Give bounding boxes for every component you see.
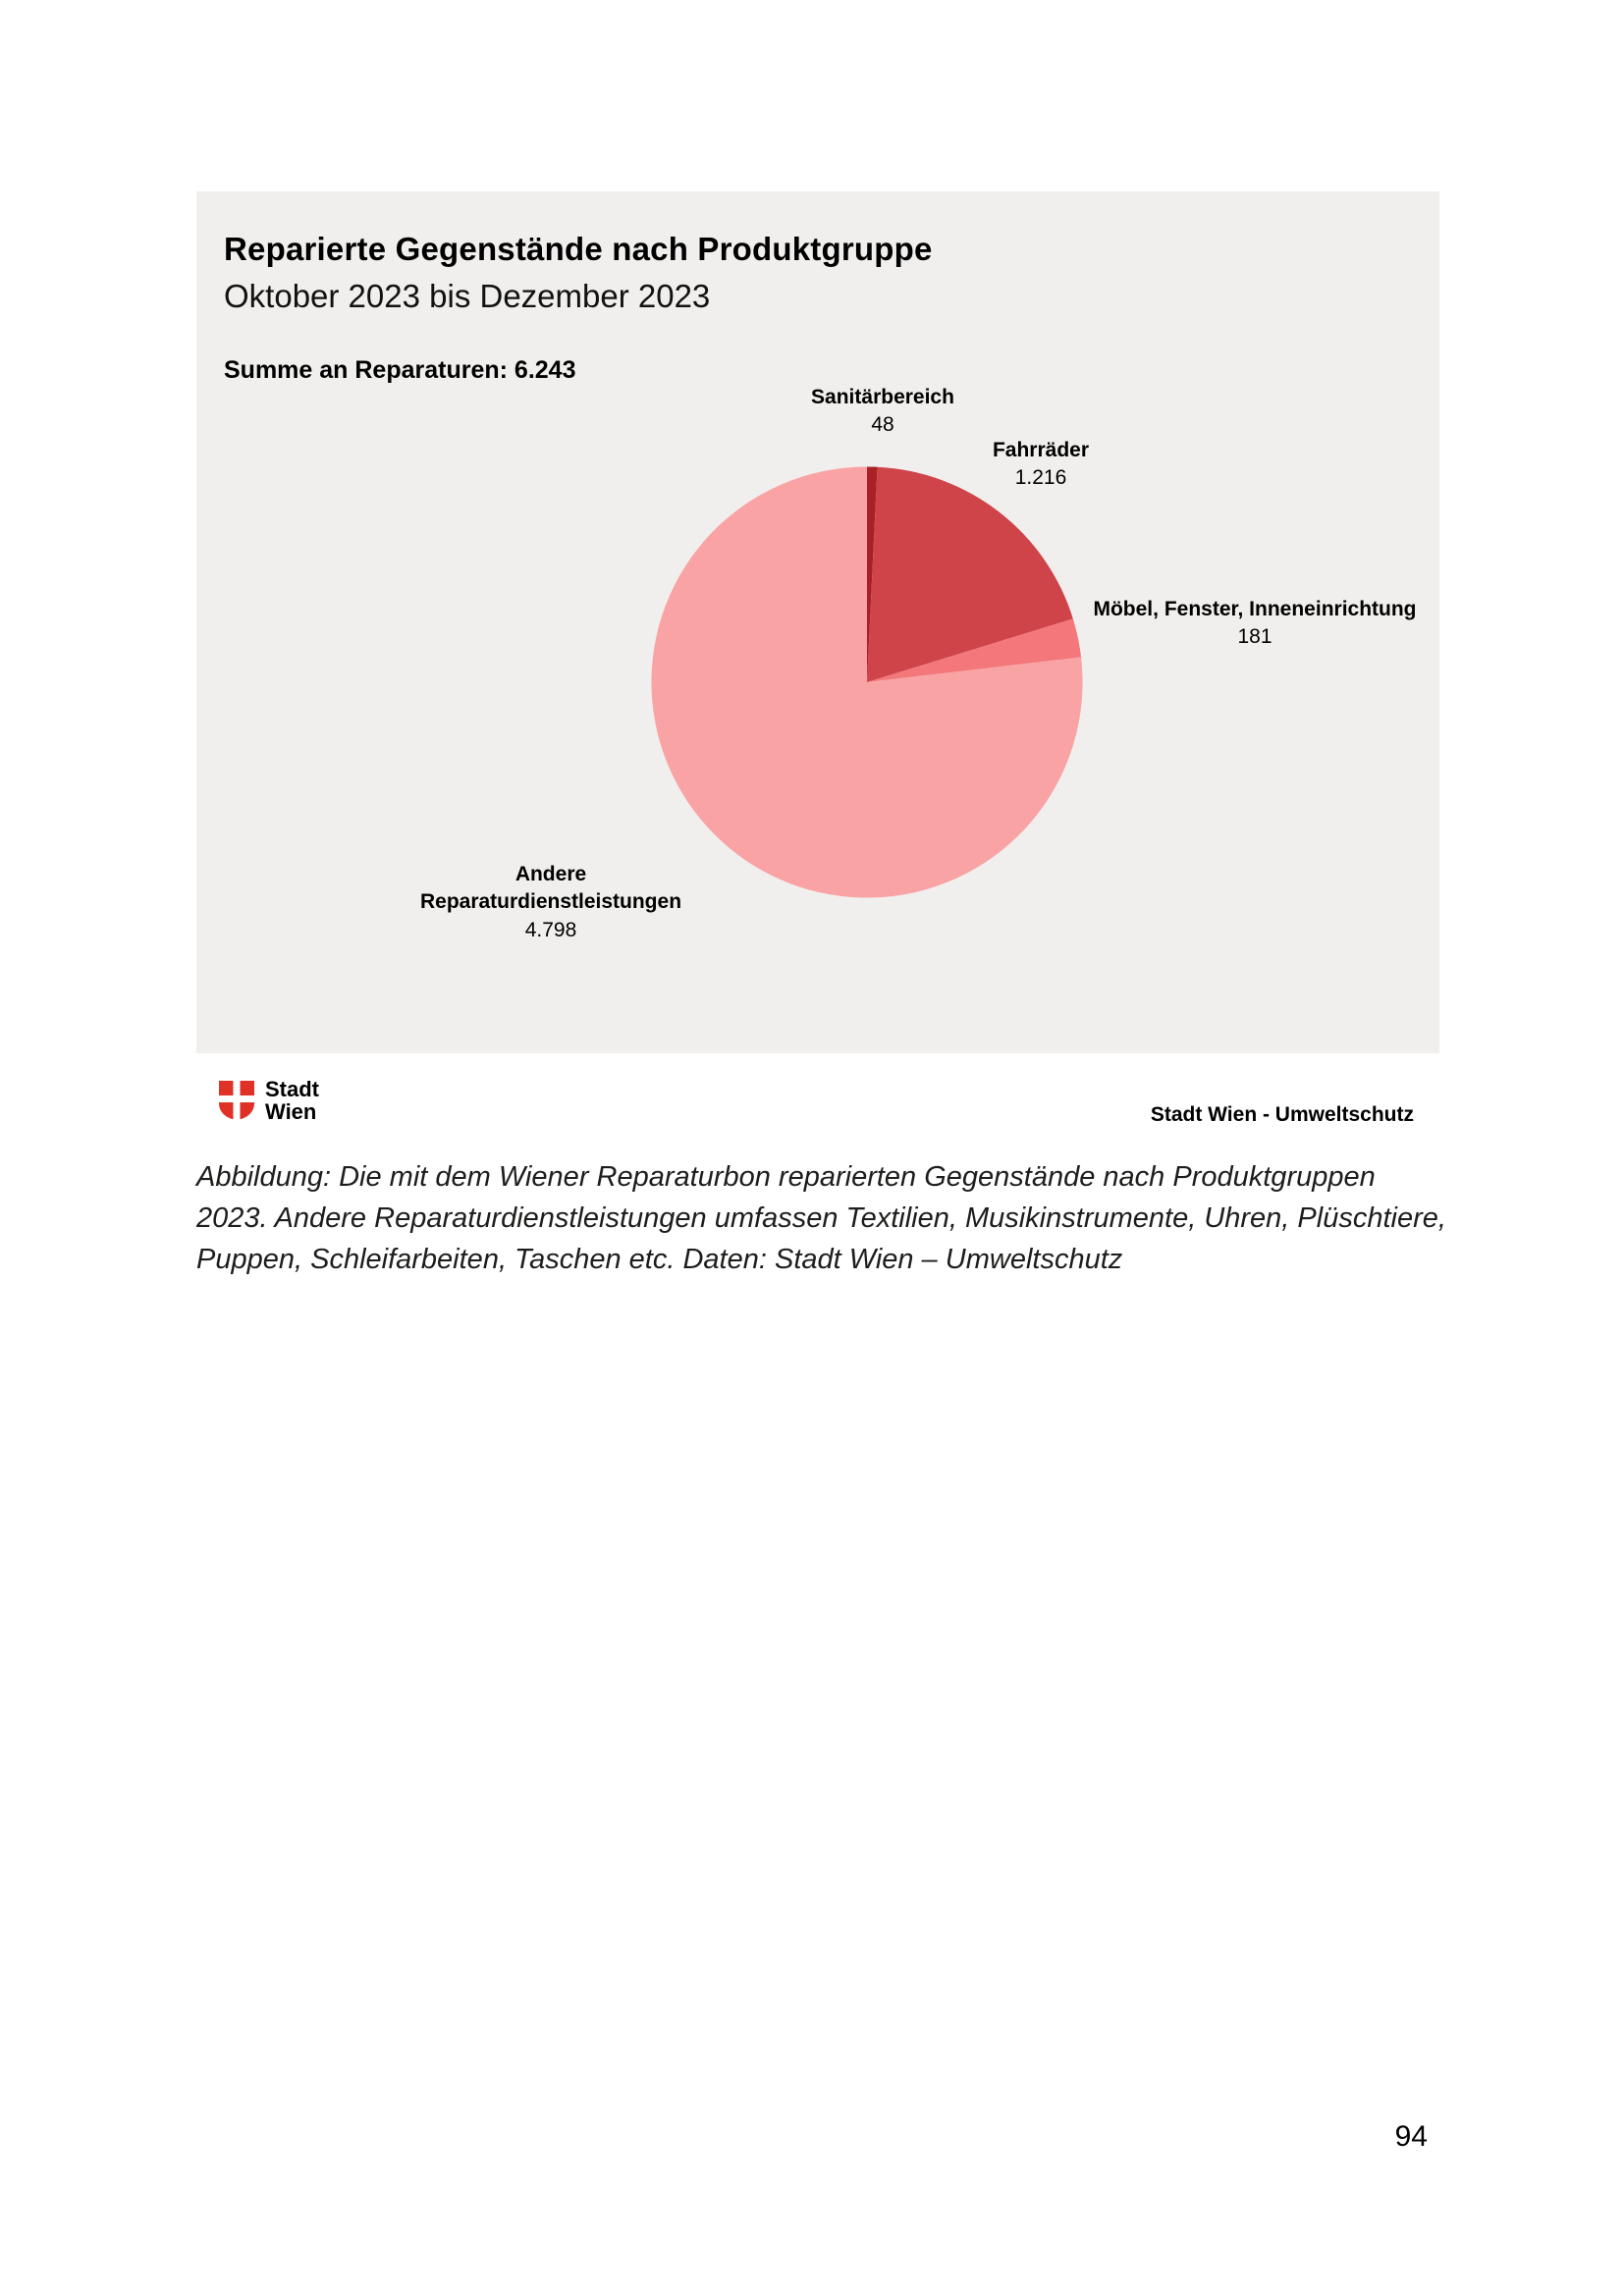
slice-label-andere: Andere Reparaturdienstleistungen 4.798 bbox=[384, 861, 718, 944]
wien-shield-icon bbox=[219, 1081, 254, 1121]
slice-label-text: Andere Reparaturdienstleistungen bbox=[419, 863, 682, 914]
slice-value-text: 1.216 bbox=[1014, 466, 1067, 490]
logo-text: Stadt Wien bbox=[265, 1078, 319, 1123]
total-repairs-label: Summe an Reparaturen: 6.243 bbox=[224, 356, 576, 384]
chart-title: Reparierte Gegenstände nach Produktgrupp… bbox=[224, 231, 933, 267]
pie-slice-3 bbox=[651, 466, 1083, 898]
slice-label-text: Möbel, Fenster, Inneneinrichtung bbox=[1093, 598, 1417, 620]
chart-panel: Reparierte Gegenstände nach Produktgrupp… bbox=[196, 191, 1439, 1053]
pie-chart-container bbox=[641, 456, 1093, 908]
pie-slice-0 bbox=[867, 466, 878, 682]
slice-label-fahrraeder: Fahrräder 1.216 bbox=[933, 437, 1149, 493]
pie-chart bbox=[651, 466, 1083, 898]
slice-value-text: 4.798 bbox=[524, 918, 577, 941]
logo-text-line2: Wien bbox=[265, 1099, 317, 1125]
slice-label-text: Fahrräder bbox=[992, 439, 1090, 461]
pie-slice-2 bbox=[867, 618, 1082, 682]
logo-text-line1: Stadt bbox=[265, 1077, 319, 1101]
slice-value-text: 48 bbox=[871, 413, 894, 437]
source-attribution: Stadt Wien - Umweltschutz bbox=[1150, 1103, 1414, 1126]
slice-label-sanitaerbereich: Sanitärbereich 48 bbox=[765, 384, 1001, 440]
chart-subtitle: Oktober 2023 bis Dezember 2023 bbox=[224, 278, 711, 314]
page-number: 94 bbox=[1394, 2120, 1428, 2153]
pie-slice-1 bbox=[867, 466, 1073, 682]
slice-label-moebel: Möbel, Fenster, Inneneinrichtung 181 bbox=[1088, 596, 1422, 652]
slice-label-text: Sanitärbereich bbox=[811, 386, 954, 408]
footer-row: Stadt Wien Stadt Wien - Umweltschutz bbox=[196, 1078, 1439, 1137]
figure-caption: Abbildung: Die mit dem Wiener Reparaturb… bbox=[196, 1161, 1446, 1276]
slice-value-text: 181 bbox=[1237, 625, 1272, 649]
stadt-wien-logo: Stadt Wien bbox=[218, 1078, 319, 1123]
